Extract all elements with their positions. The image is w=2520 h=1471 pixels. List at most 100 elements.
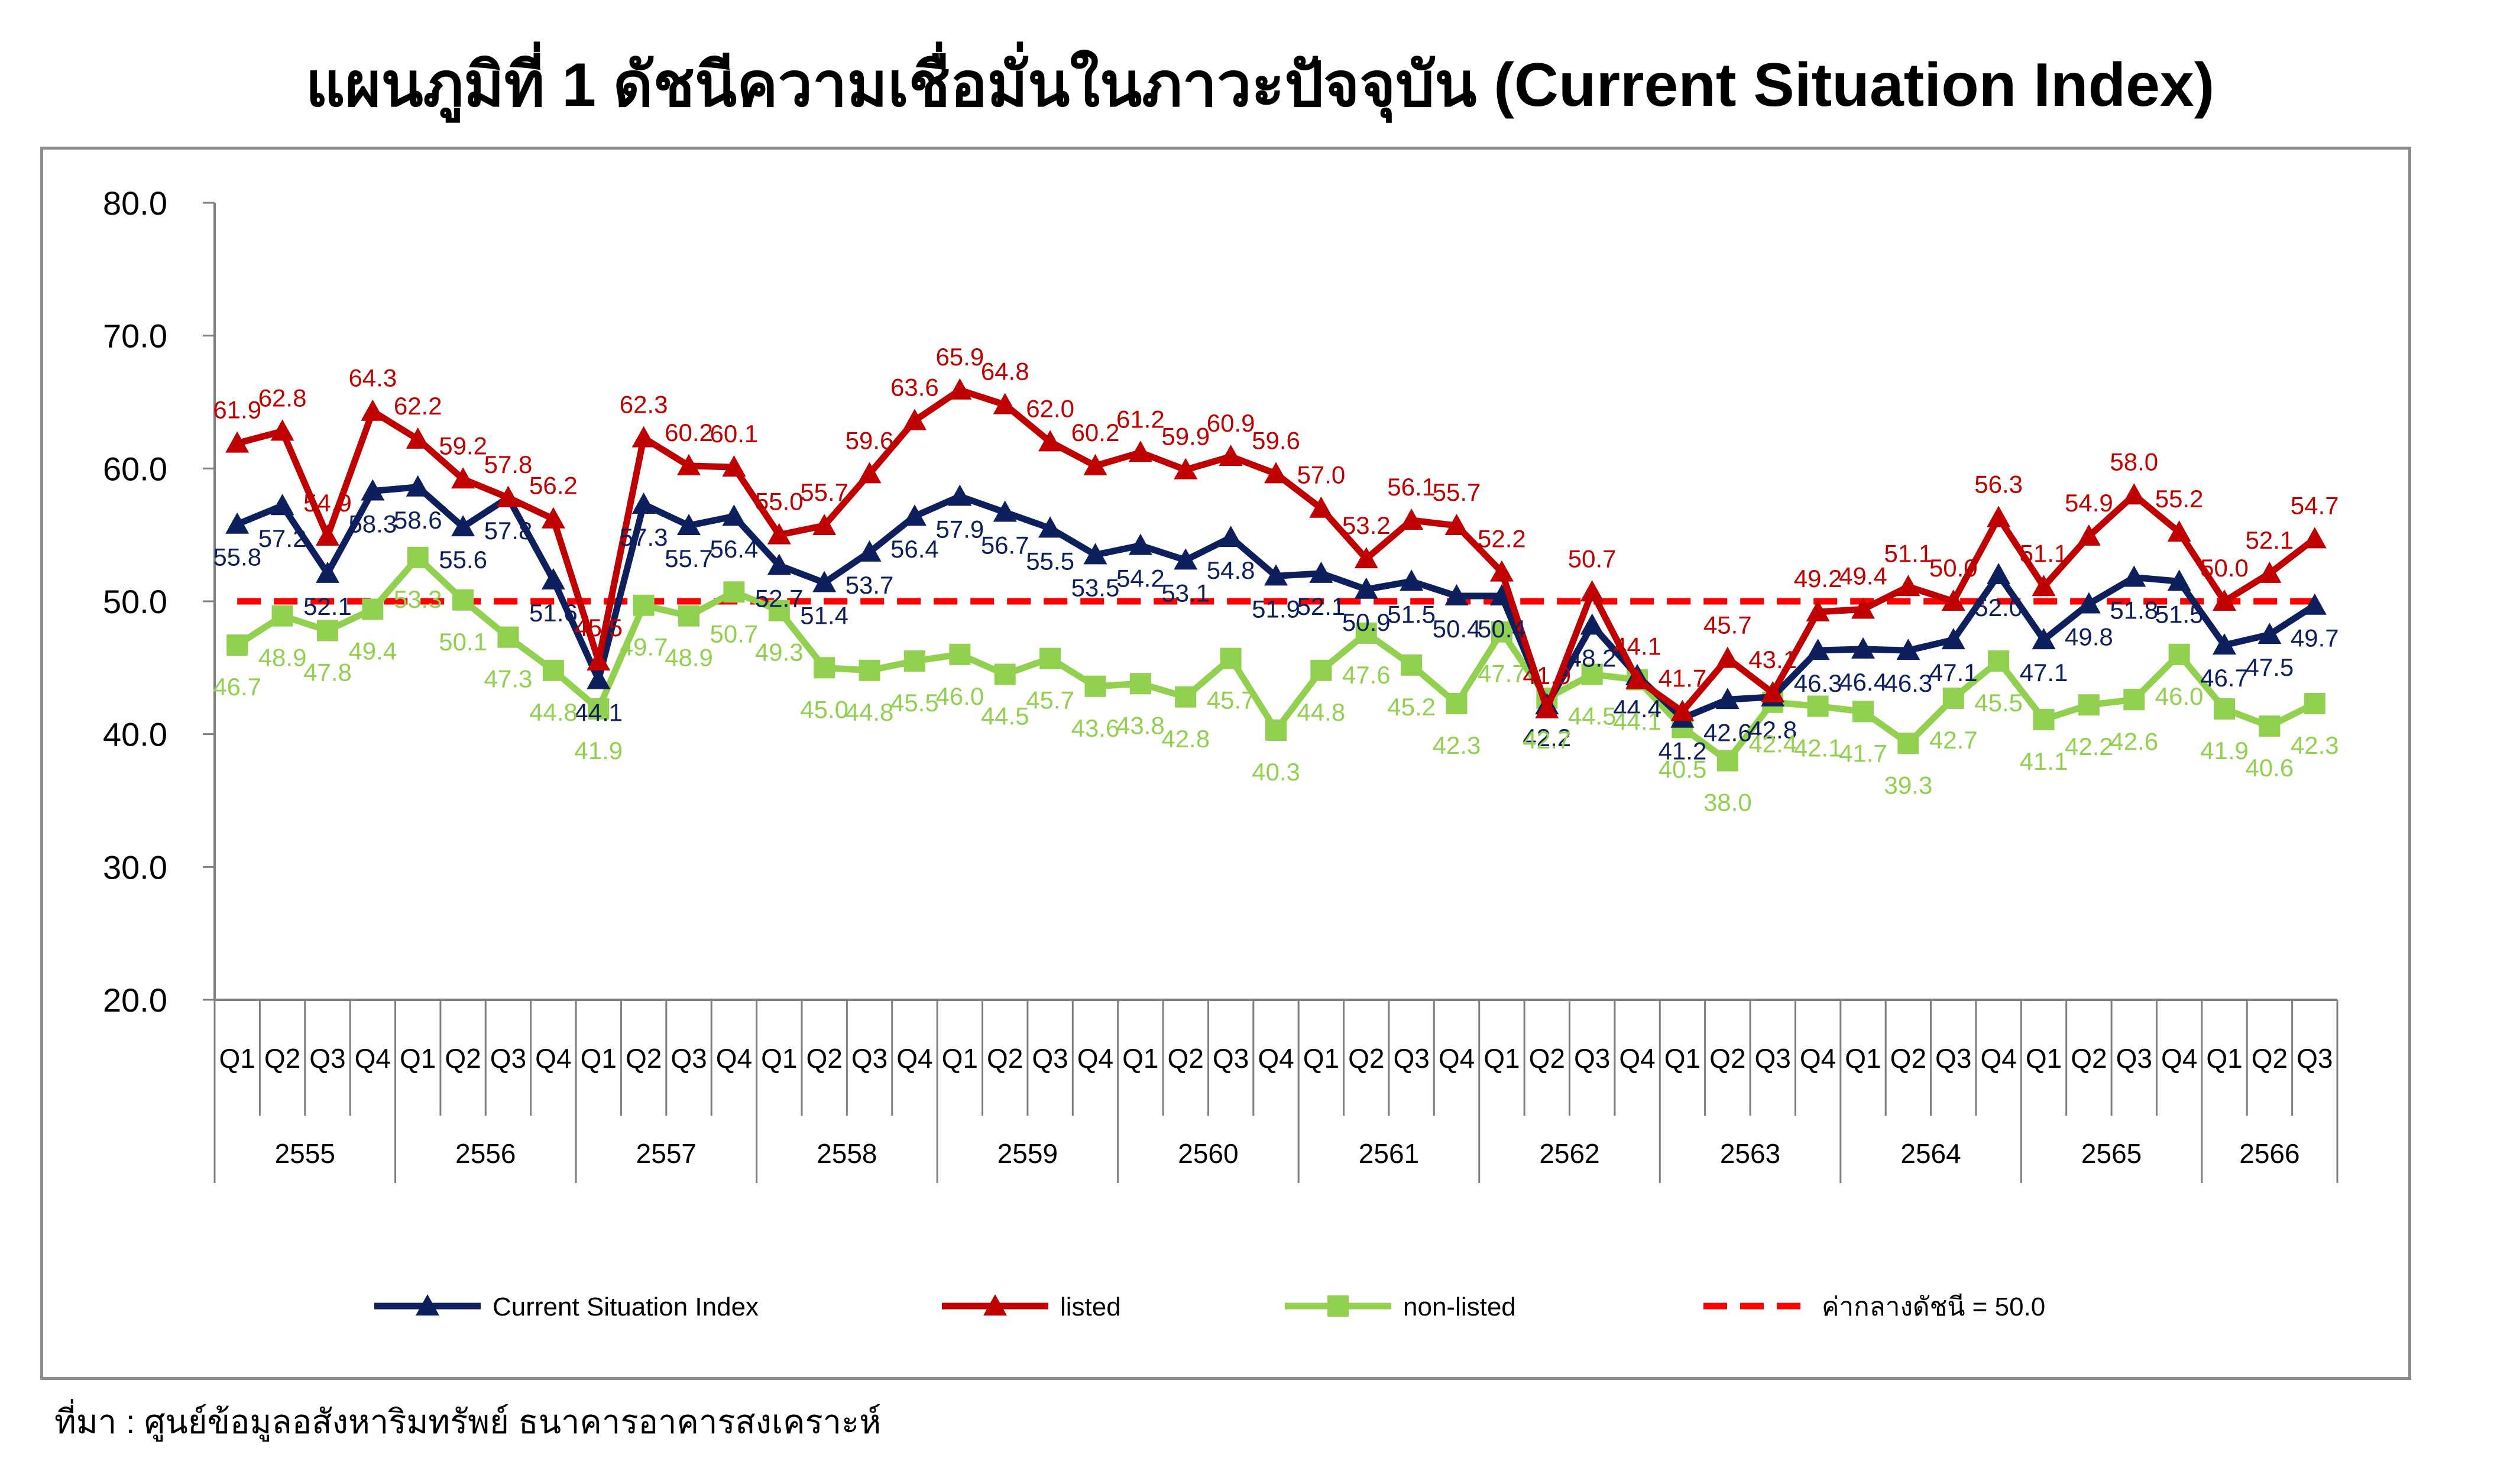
listed-point [1400, 508, 1424, 530]
nonlisted-point [2078, 694, 2100, 716]
index-point [1400, 569, 1424, 591]
nonlisted-data-label: 45.2 [1387, 693, 1436, 721]
x-quarter-label: Q1 [400, 1043, 436, 1074]
index-data-label: 44.1 [574, 699, 623, 727]
listed-point [857, 462, 882, 484]
index-data-label: 46.3 [1884, 669, 1932, 697]
listed-point [1444, 513, 1469, 535]
nonlisted-data-label: 41.7 [1839, 739, 1887, 767]
index-point [2167, 569, 2191, 591]
nonlisted-data-label: 45.7 [1026, 686, 1074, 714]
listed-data-label: 65.9 [935, 343, 984, 371]
listed-data-label: 51.1 [1884, 539, 1932, 567]
listed-point [1219, 445, 1243, 466]
x-quarter-label: Q4 [1800, 1043, 1836, 1074]
nonlisted-point [678, 605, 700, 627]
index-data-label: 42.6 [1703, 718, 1752, 746]
listed-data-label: 49.4 [1839, 562, 1887, 589]
nonlisted-data-label: 45.0 [800, 695, 848, 723]
listed-data-label: 60.2 [1071, 419, 1120, 446]
nonlisted-point [1446, 692, 1468, 714]
nonlisted-point [859, 659, 880, 681]
listed-data-label: 52.2 [1478, 525, 1526, 553]
nonlisted-data-label: 38.0 [1703, 789, 1752, 816]
nonlisted-point [1310, 659, 1332, 681]
listed-data-label: 53.2 [1342, 511, 1391, 539]
chart-frame: 20.0 30.0 40.0 50.0 60.0 70.0 80.0 Q1 Q2 Q3 Q4 Q1 Q2… [40, 147, 2411, 1380]
index-point [1354, 577, 1378, 599]
x-quarter-label: Q3 [1755, 1043, 1791, 1074]
nonlisted-data-label: 46.0 [2155, 682, 2204, 710]
nonlisted-data-label: 39.3 [1884, 771, 1932, 799]
legend-listed-marker [983, 1294, 1007, 1316]
x-quarter-label: Q4 [1077, 1043, 1113, 1074]
listed-point [1128, 440, 1152, 462]
x-quarter-label: Q2 [1529, 1043, 1565, 1074]
listed-data-label: 54.7 [2291, 491, 2339, 519]
index-data-label: 52.1 [303, 592, 352, 620]
x-year-label: 2559 [997, 1138, 1058, 1169]
x-year-label: 2566 [2239, 1138, 2299, 1169]
nonlisted-point [2214, 698, 2236, 720]
chart-title: แผนภูมิที่ 1 ดัชนีความเชื่อมั่นในภาวะปัจ… [305, 51, 2215, 119]
index-point [1309, 561, 1333, 583]
listed-point [1761, 681, 1785, 703]
index-point [361, 479, 385, 501]
listed-point [1038, 430, 1063, 452]
listed-point [1264, 462, 1288, 484]
nonlisted-point [723, 581, 745, 603]
listed-point [587, 649, 611, 671]
nonlisted-data-label: 47.7 [1478, 660, 1526, 688]
x-quarter-label: Q1 [2206, 1043, 2242, 1074]
index-data-label: 47.1 [2020, 659, 2068, 686]
index-point [1083, 543, 1107, 565]
nonlisted-data-label: 49.3 [755, 639, 804, 666]
x-quarter-label: Q1 [1303, 1043, 1339, 1074]
nonlisted-data-label: 50.7 [710, 620, 759, 647]
index-data-label: 49.7 [2291, 624, 2339, 652]
nonlisted-data-label: 40.3 [1252, 758, 1300, 786]
index-point [225, 512, 250, 534]
x-quarter-label: Q2 [987, 1043, 1023, 1074]
index-data-label: 56.4 [710, 535, 759, 563]
x-quarter-label: Q4 [896, 1043, 932, 1074]
listed-point [2213, 589, 2237, 611]
nonlisted-data-label: 41.1 [2020, 747, 2068, 775]
listed-point [902, 409, 927, 430]
index-data-label: 58.3 [348, 510, 397, 538]
nonlisted-point [1039, 647, 1061, 669]
nonlisted-point [1220, 647, 1242, 669]
nonlisted-data-label: 48.9 [665, 644, 713, 672]
x-year-label: 2557 [636, 1138, 697, 1169]
listed-data-label: 41.9 [1523, 662, 1571, 689]
listed-data-label: 55.7 [800, 478, 848, 506]
x-quarter-label: Q2 [445, 1043, 481, 1074]
index-data-label: 51.5 [1387, 600, 1436, 628]
nonlisted-data-label: 50.1 [439, 628, 487, 656]
index-point [722, 504, 746, 526]
index-data-label: 57.2 [258, 524, 307, 552]
listed-data-label: 62.8 [258, 384, 307, 412]
index-point [1264, 564, 1288, 586]
index-point [1715, 688, 1740, 709]
nonlisted-point [542, 659, 564, 681]
x-quarter-label: Q3 [2296, 1043, 2333, 1074]
listed-point [2032, 575, 2056, 597]
listed-point [1354, 547, 1378, 569]
nonlisted-data-label: 42.7 [1523, 726, 1571, 754]
index-data-label: 58.6 [394, 506, 442, 534]
nonlisted-data-label: 44.8 [529, 698, 578, 726]
x-year-label: 2564 [1900, 1138, 1961, 1169]
index-data-label: 53.7 [846, 571, 894, 599]
nonlisted-point [1942, 688, 1964, 709]
nonlisted-point [1897, 733, 1919, 754]
index-point [1128, 533, 1152, 555]
index-point [315, 561, 339, 583]
nonlisted-data-label: 44.1 [1613, 708, 1661, 736]
x-quarter-label: Q1 [2026, 1043, 2062, 1074]
index-data-label: 52.7 [755, 584, 804, 612]
index-data-label: 55.8 [213, 543, 261, 571]
listed-data-label: 50.7 [1568, 545, 1617, 572]
nonlisted-data-label: 44.8 [846, 698, 894, 726]
listed-data-label: 50.0 [2200, 554, 2249, 582]
